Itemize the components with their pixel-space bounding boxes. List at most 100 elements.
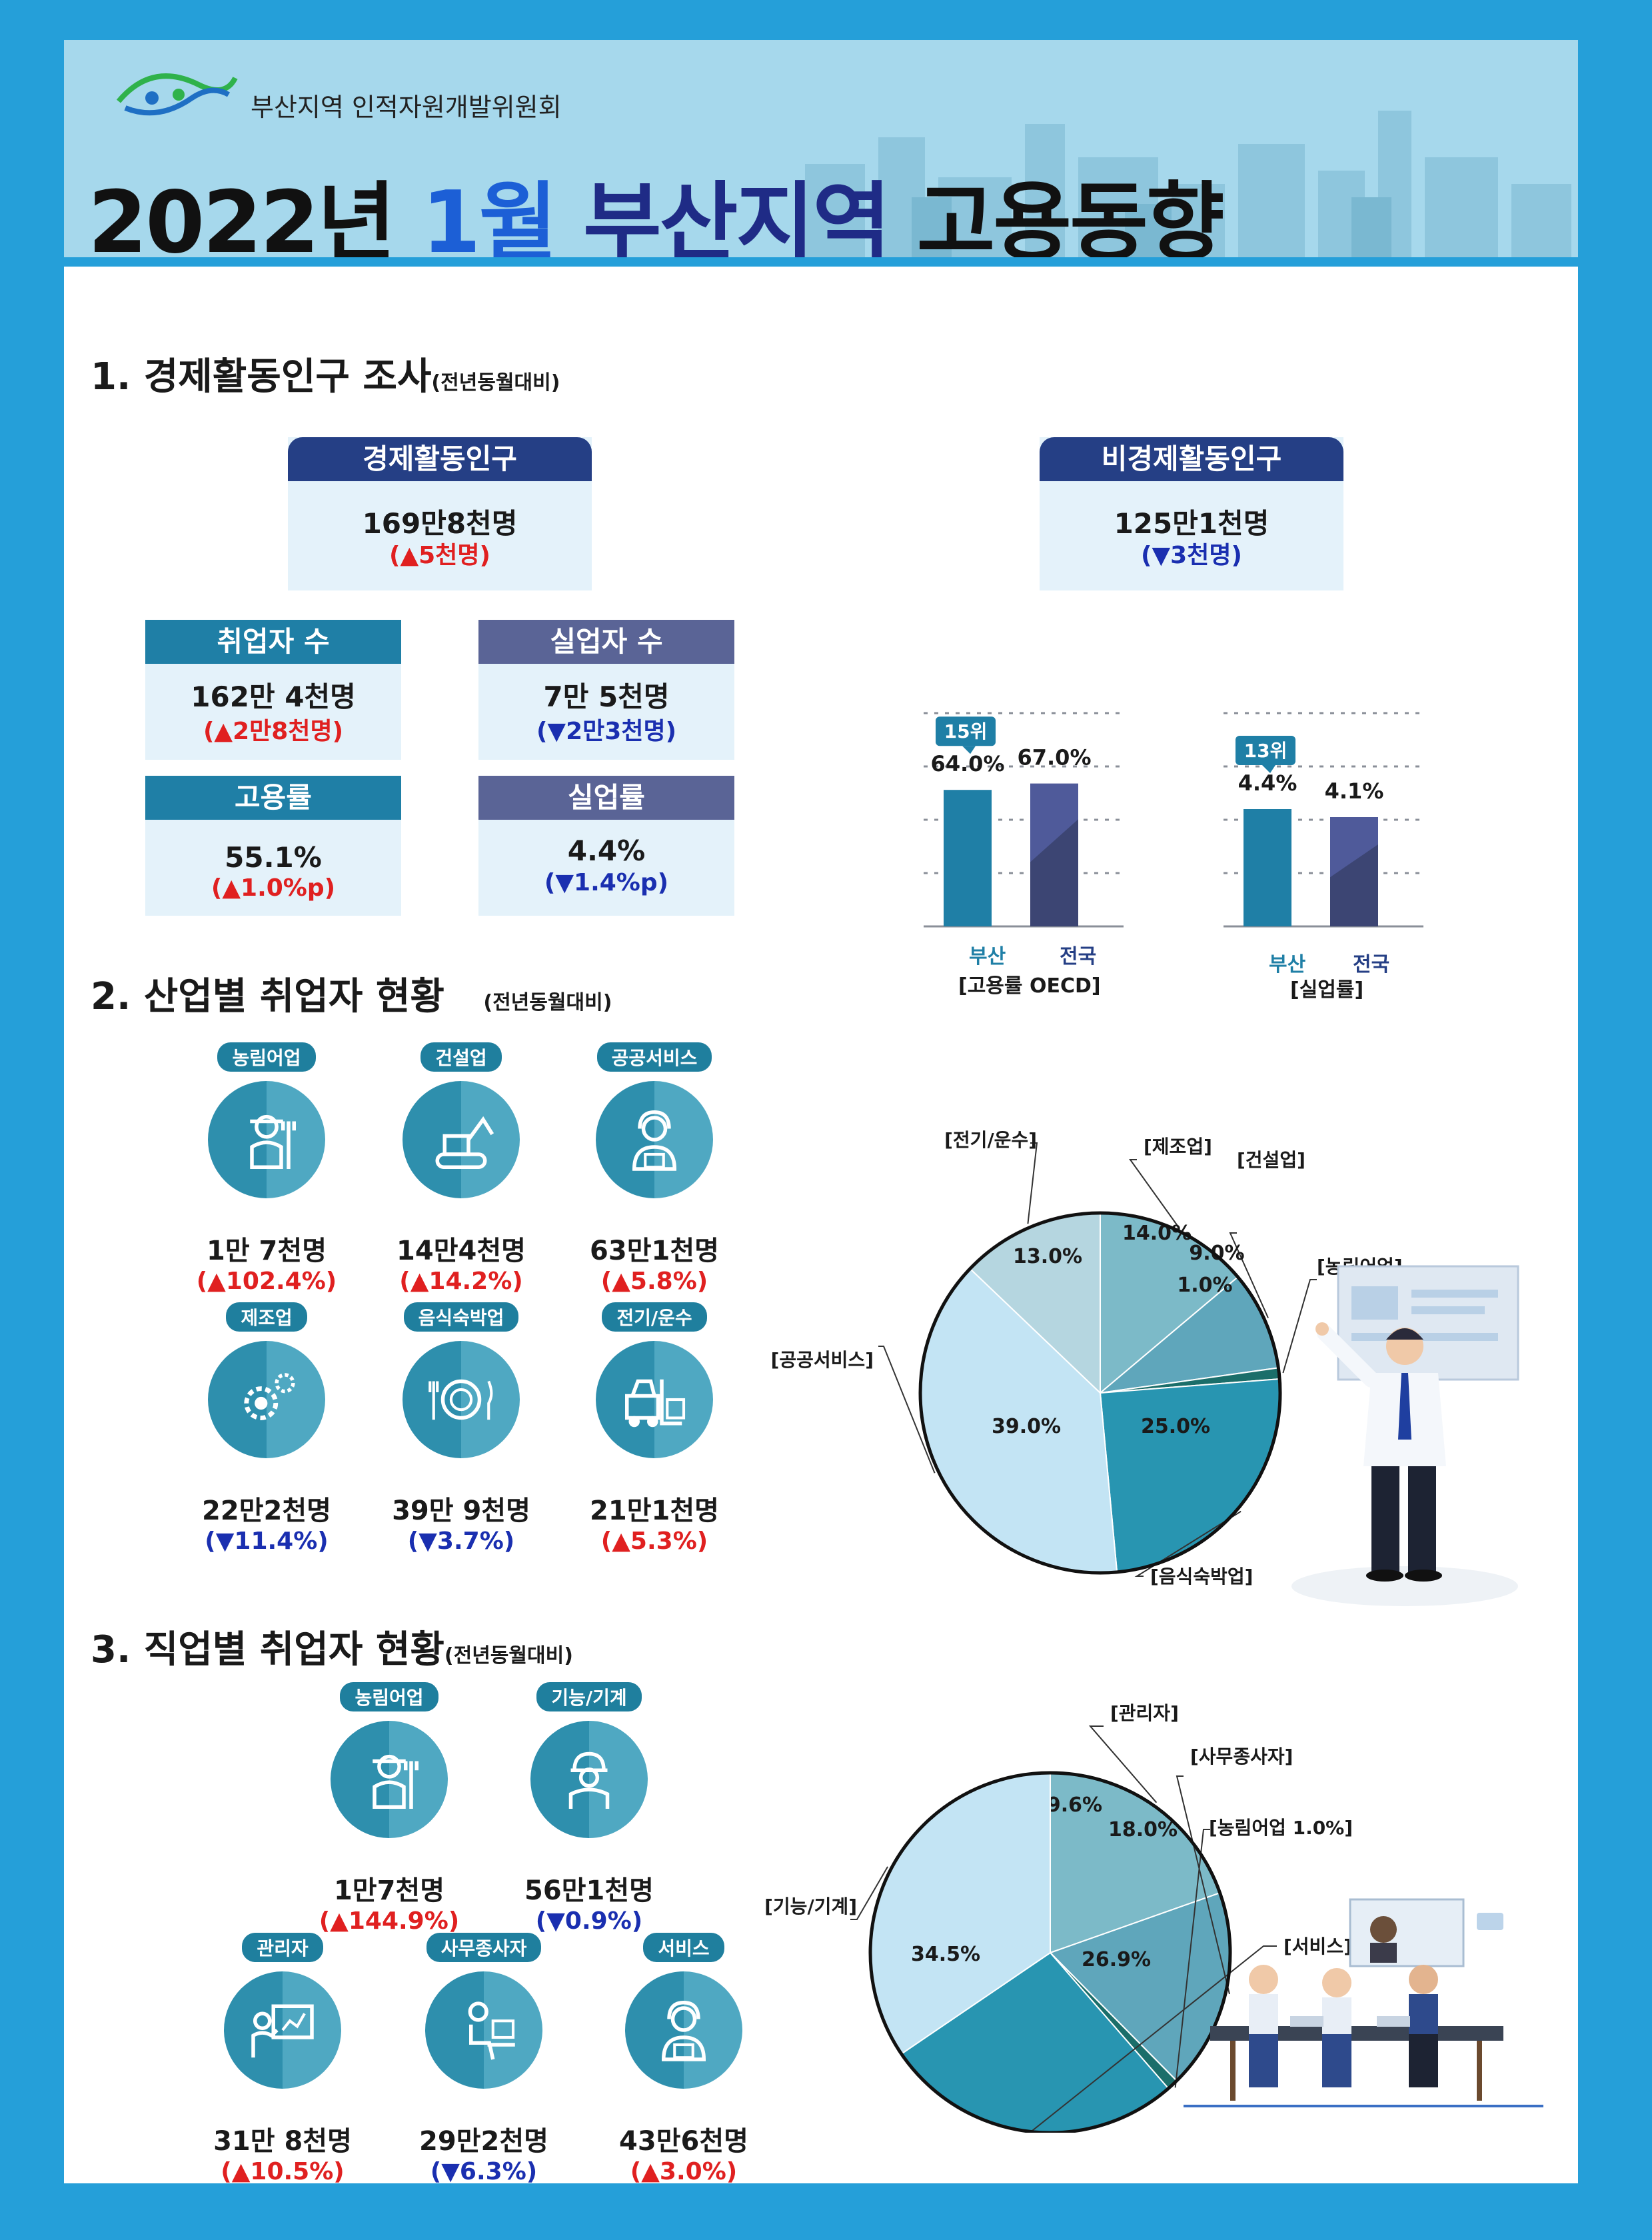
occupation-label: 기능/기계 [536, 1682, 642, 1711]
pie-value-label: 1.0% [1177, 1274, 1232, 1297]
section3-title-text: 3. 직업별 취업자 현황 [91, 1628, 444, 1672]
section2-title-text: 2. 산업별 취업자 현황 [91, 975, 444, 1018]
pie-category-label: [관리자] [1110, 1702, 1179, 1724]
industry-item: 농림어업 1만 7천명 (▲102.4%) [180, 1042, 353, 1295]
bar-value-label: 4.1% [1325, 778, 1384, 804]
unemployment-rate-value: 4.4% [567, 834, 646, 867]
industry-label: 음식숙박업 [403, 1302, 519, 1332]
x-tick-label: 부산 [969, 945, 1006, 968]
meeting-illustration [1184, 1898, 1543, 2107]
industry-label: 제조업 [226, 1302, 307, 1332]
leader-line [1174, 1829, 1210, 2088]
active-population-value: 169만8천명 [362, 507, 518, 540]
infographic-page: 부산지역 인적자원개발위원회 2022년 1월 부산지역 고용동향 1. 경제활… [64, 40, 1578, 2183]
industry-value: 22만2천명 [202, 1496, 331, 1526]
industry-label: 건설업 [420, 1042, 502, 1072]
unemployment-rate-label: 실업률 [478, 776, 734, 820]
header-divider [64, 257, 1578, 267]
industry-change: (▼11.4%) [205, 1528, 329, 1555]
title-year: 2022년 [88, 173, 422, 267]
x-tick-label: 전국 [1353, 953, 1390, 976]
bar-shade [1030, 819, 1078, 926]
leader-line [1282, 1279, 1317, 1374]
industry-change: (▲5.8%) [600, 1268, 708, 1295]
presenter-icon [224, 1971, 341, 2089]
pie-outline [868, 1771, 1232, 2133]
pie-category-label: [사무종사자] [1190, 1745, 1293, 1767]
worker-helmet-icon [530, 1721, 648, 1838]
industry-change: (▲102.4%) [196, 1268, 337, 1295]
occupation-value: 31만 8천명 [213, 2126, 352, 2157]
pie-value-label: 13.0% [1013, 1245, 1082, 1268]
farmer-icon [208, 1081, 325, 1198]
industry-label: 농림어업 [217, 1042, 316, 1072]
page-title: 2022년 1월 부산지역 고용동향 [88, 153, 1225, 267]
occupation-item: 서비스 43만6천명 (▲3.0%) [597, 1933, 770, 2183]
forklift-icon [596, 1341, 713, 1458]
pie-value-label: 9.0% [1189, 1242, 1244, 1265]
city-skyline-illustration [805, 111, 1571, 257]
industry-item: 건설업 14만4천명 (▲14.2%) [375, 1042, 548, 1295]
headset-person-icon [596, 1081, 713, 1198]
bar-value-label: 4.4% [1238, 770, 1297, 796]
pie-category-label: [공공서비스] [771, 1349, 874, 1371]
industry-label: 공공서비스 [596, 1042, 712, 1072]
leader-line [850, 1866, 888, 1920]
org-logo [116, 73, 238, 116]
leader-line [1088, 1725, 1158, 1803]
x-tick-label: 부산 [1269, 953, 1306, 976]
pie-category-label: [건설업] [1237, 1149, 1305, 1171]
pie-category-label: [제조업] [1144, 1136, 1212, 1158]
industry-value: 21만1천명 [590, 1496, 719, 1526]
pie-outline [918, 1211, 1282, 1575]
gears-icon [208, 1341, 325, 1458]
presenter-illustration [1291, 1265, 1519, 1606]
svg-text:13위: 13위 [1244, 740, 1287, 762]
office-worker-icon [425, 1971, 542, 2089]
occupation-item: 농림어업 1만7천명 (▲144.9%) [303, 1682, 476, 1935]
occupation-item: 관리자 31만 8천명 (▲10.5%) [196, 1933, 369, 2183]
inactive-population-label: 비경제활동인구 [1040, 437, 1343, 481]
excavator-icon [403, 1081, 520, 1198]
pie-category-label: [서비스] [1283, 1935, 1352, 1957]
pie-category-label: [기능/기계] [764, 1895, 857, 1917]
unemployment-rate-bar-chart: 4.4% 4.1% 13위 [1224, 712, 1423, 928]
rank-badge: 13위 [1236, 736, 1295, 773]
industry-value: 14만4천명 [397, 1236, 526, 1266]
svg-text:15위: 15위 [944, 720, 988, 742]
unemployed-change: (▼2만3천명) [536, 718, 677, 745]
leader-line [1129, 1159, 1179, 1227]
occupation-change: (▲3.0%) [630, 2158, 738, 2183]
occupation-change: (▼0.9%) [535, 1907, 643, 1935]
section3-title: 3. 직업별 취업자 현황(전년동월대비) [91, 1620, 573, 1674]
active-population-label: 경제활동인구 [288, 437, 592, 481]
unemployment-rate-change: (▼1.4%p) [544, 869, 669, 896]
pie-category-label: [전기/운수] [944, 1129, 1037, 1151]
pie-value-label: 25.0% [1141, 1415, 1210, 1438]
bar-shade [1330, 844, 1378, 926]
chart-caption: [실업률] [1290, 978, 1364, 1002]
plate-cutlery-icon [403, 1341, 520, 1458]
industry-change: (▼3.7%) [407, 1528, 515, 1555]
employed-change: (▲2만8천명) [203, 718, 344, 745]
section3-note: (전년동월대비) [444, 1644, 573, 1668]
employment-rate-label: 고용률 [145, 776, 401, 820]
bar-value-label: 64.0% [930, 751, 1004, 776]
active-population-box: 경제활동인구 169만8천명 (▲5천명) [288, 437, 592, 590]
industry-pie-chart: [제조업]14.0%[건설업]9.0%[농림어업]1.0%[음식숙박업]25.0… [771, 1129, 1403, 1588]
leader-line [1176, 1775, 1230, 1995]
leader-line [1028, 1945, 1277, 2133]
pie-value-label: 18.0% [1108, 1818, 1178, 1841]
employed-box: 취업자 수 162만 4천명 (▲2만8천명) [145, 620, 401, 760]
pie-value-label: 26.9% [1082, 1948, 1151, 1971]
occupation-label: 서비스 [643, 1933, 724, 1962]
occupation-item: 사무종사자 29만2천명 (▼6.3%) [397, 1933, 570, 2183]
section1-note: (전년동월대비) [431, 371, 560, 395]
industry-item: 공공서비스 63만1천명 (▲5.8%) [568, 1042, 741, 1295]
title-month: 1월 [421, 173, 583, 267]
inactive-population-value: 125만1천명 [1114, 507, 1269, 540]
industry-item: 제조업 22만2천명 (▼11.4%) [180, 1302, 353, 1555]
employed-label: 취업자 수 [145, 620, 401, 664]
employment-rate-box: 고용률 55.1% (▲1.0%p) [145, 776, 401, 916]
industry-value: 63만1천명 [590, 1236, 719, 1266]
